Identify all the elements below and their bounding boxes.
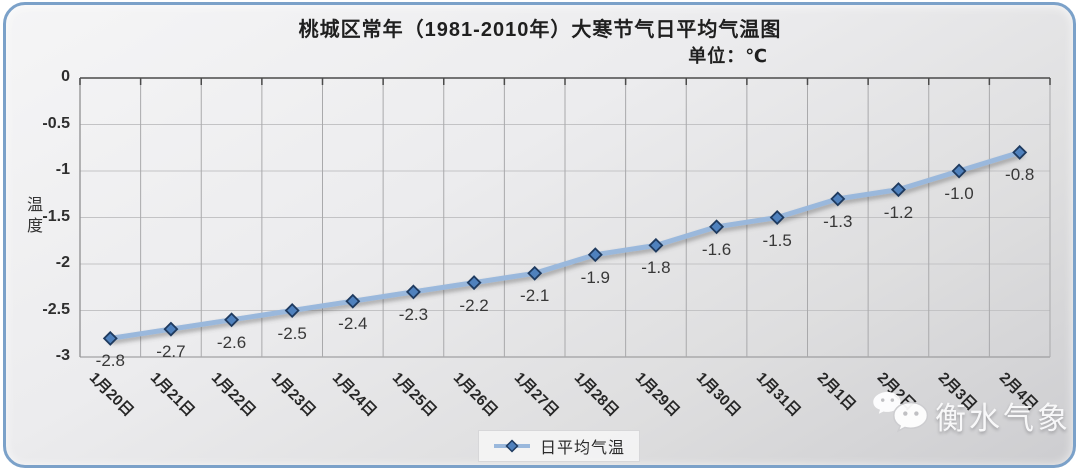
data-point-marker	[224, 312, 240, 328]
data-point-marker	[951, 163, 967, 179]
data-label: -2.4	[338, 314, 368, 334]
data-point-marker	[769, 210, 785, 225]
data-label: -1.3	[823, 211, 853, 231]
legend-label: 日平均气温	[540, 440, 626, 457]
data-point-marker	[709, 219, 725, 235]
data-point-marker	[648, 237, 664, 253]
data-label: -2.3	[398, 304, 429, 324]
data-point-marker	[830, 191, 846, 207]
y-tick-label: -0.5	[42, 114, 70, 132]
data-label: -1.0	[944, 184, 974, 203]
data-label: -1.9	[580, 267, 610, 287]
data-point-marker	[890, 182, 906, 198]
data-label: -2.6	[216, 332, 247, 352]
y-tick-label: 0	[61, 68, 70, 85]
diamond-marker-icon	[494, 439, 530, 453]
data-point-marker	[527, 265, 543, 281]
chart-title: 桃城区常年（1981-2010年）大寒节气日平均气温图	[298, 19, 782, 41]
wechat-icon	[873, 391, 929, 433]
data-label: -1.2	[883, 202, 914, 222]
data-label: -2.8	[95, 351, 125, 371]
data-label: -2.2	[459, 295, 489, 315]
data-point-marker	[1012, 144, 1028, 160]
y-tick-label: -1.5	[42, 207, 70, 225]
y-tick-label: -2	[55, 254, 70, 271]
data-label: -1.5	[762, 230, 792, 250]
data-point-marker	[345, 293, 361, 309]
data-point-marker	[284, 303, 300, 318]
data-point-marker	[102, 330, 118, 346]
legend: 日平均气温	[478, 430, 641, 462]
data-label: -0.8	[1005, 165, 1035, 185]
y-tick-label: -3	[55, 347, 70, 364]
data-label: -2.1	[520, 286, 550, 306]
data-point-marker	[163, 321, 179, 337]
data-point-marker	[587, 247, 603, 263]
watermark: 衡水气象	[872, 390, 1071, 440]
data-label: -2.5	[277, 323, 307, 343]
data-label: -1.8	[641, 258, 671, 278]
watermark-text: 衡水气象	[935, 400, 1071, 436]
chart-frame	[3, 2, 1076, 468]
y-axis-title: 温度	[26, 197, 43, 235]
unit-label: 单位：℃	[688, 46, 768, 66]
series-line	[107, 149, 1023, 341]
data-label: -2.7	[156, 342, 186, 362]
y-tick-label: -2.5	[42, 300, 70, 318]
data-point-marker	[466, 275, 482, 291]
y-tick-label: -1	[55, 161, 70, 178]
data-label: -1.6	[701, 239, 732, 259]
data-point-marker	[405, 284, 421, 300]
